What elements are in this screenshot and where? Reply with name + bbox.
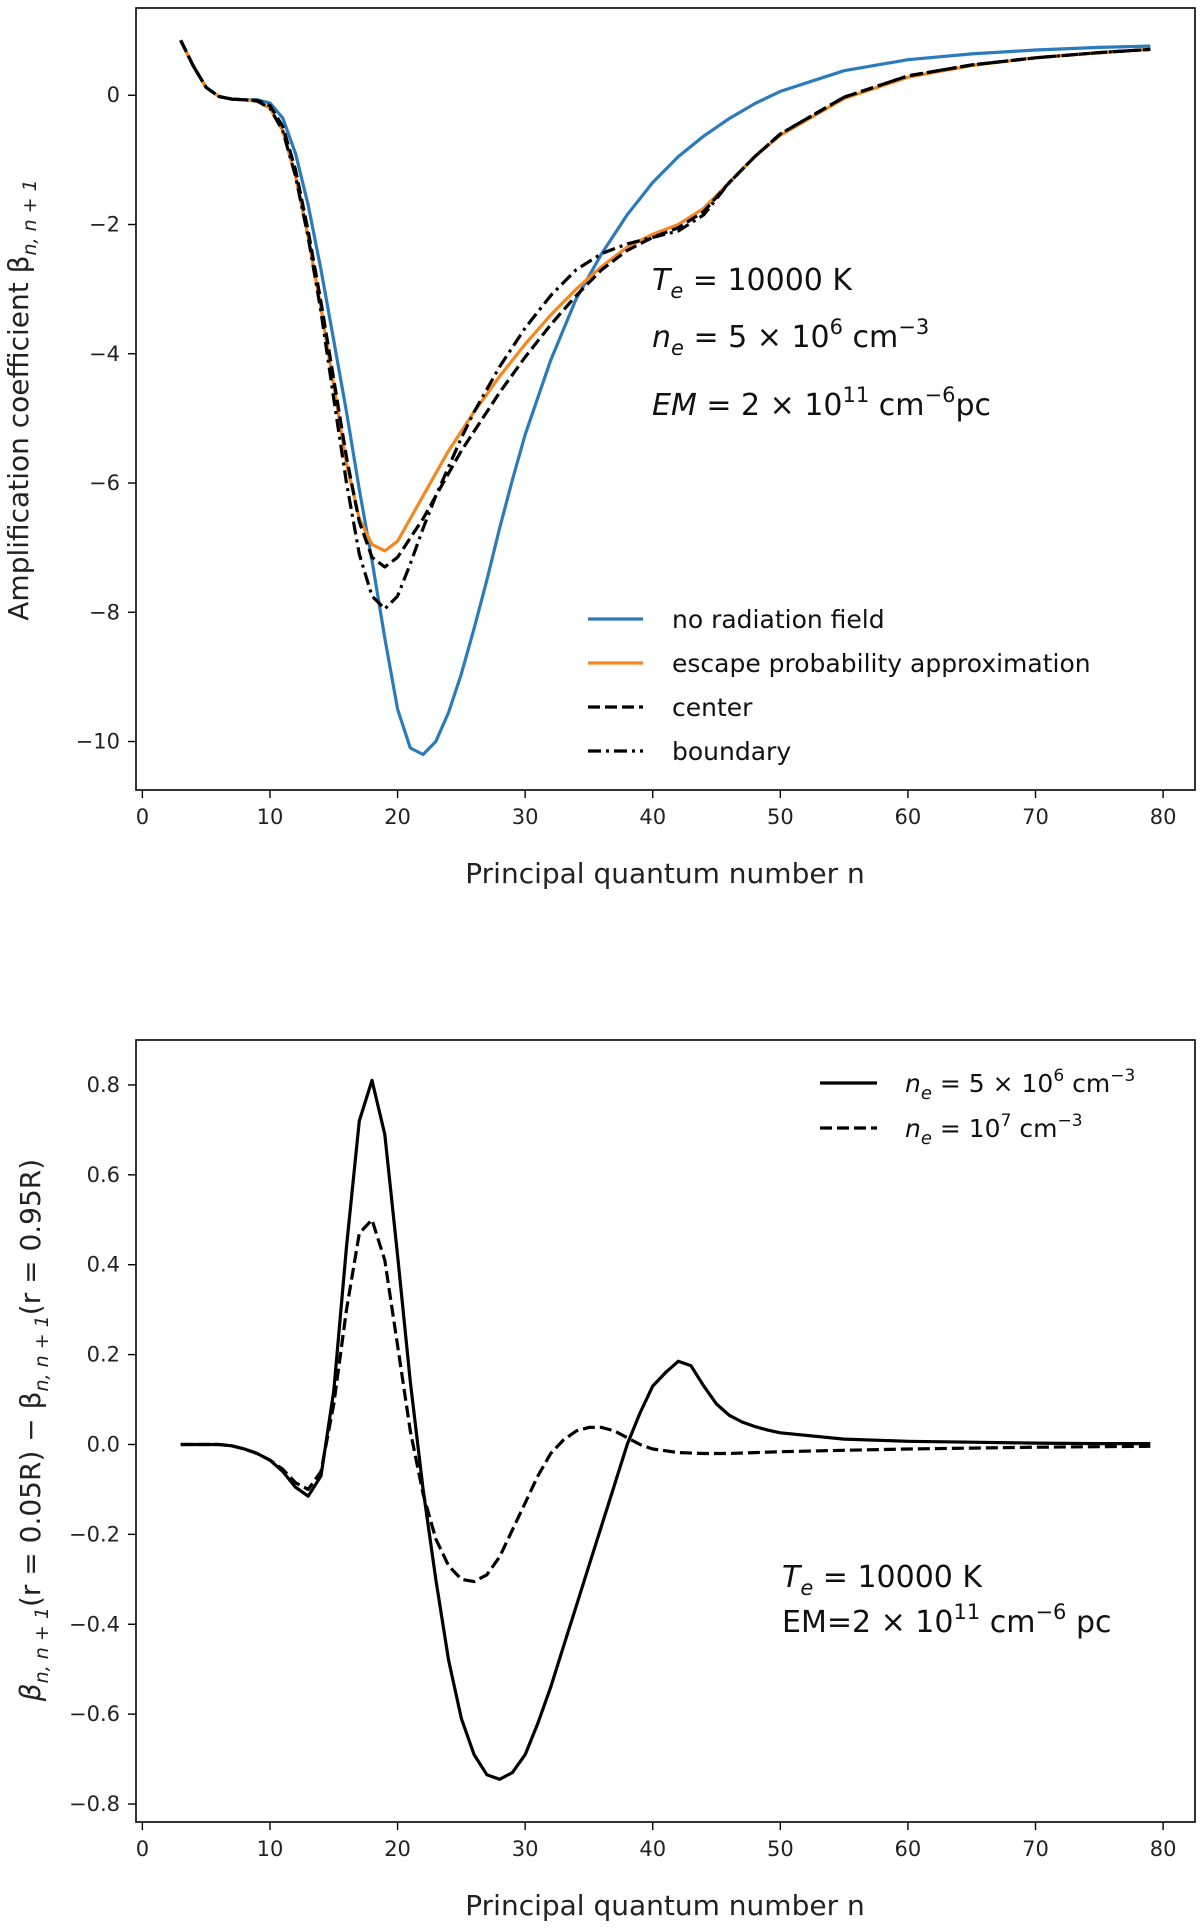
bottom-x-tick-label-20: 20 [384,1837,411,1861]
bottom-series-line-0 [180,1078,1151,1781]
legend-label-ne-5e6: ne = 5 × 106 cm−3 [905,1066,1135,1104]
top-y-tick-label-2: −4 [89,342,120,366]
top-x-tick-label-0: 0 [136,805,149,829]
top-x-tick-label-50: 50 [767,805,794,829]
bottom-y-tick-label-2: 0.4 [87,1253,120,1277]
top-series-line-2 [179,39,1151,569]
bottom-y-tick-label-4: 0.0 [87,1432,120,1456]
top-x-tick-label-80: 80 [1150,805,1177,829]
legend-label-ne-1e7: ne = 107 cm−3 [905,1111,1083,1149]
legend-label-center: center [672,693,753,722]
bottom-x-tick-label-80: 80 [1150,1837,1177,1861]
bottom-series [180,1078,1151,1781]
bottom-x-axis-label: Principal quantum number n [465,1889,864,1922]
top-y-tick-label-5: −10 [76,730,120,754]
top-x-tick-label-20: 20 [384,805,411,829]
top-panel: 0 10 20 30 40 50 60 70 80 0 −2 −4 −6 −8 −10 Te = 10000… [2,7,1196,890]
top-x-tick-label-30: 30 [512,805,539,829]
top-y-tick-label-3: −6 [89,471,120,495]
bottom-plot-frame [135,1039,1196,1823]
bottom-y-tick-label-3: 0.2 [87,1343,120,1367]
bottom-x-tick-label-50: 50 [767,1837,794,1861]
annotation-em-bottom: EM=2 × 1011 cm−6 pc [782,1600,1112,1640]
bottom-panel: 0 10 20 30 40 50 60 70 80 0.8 0.6 0.4 0.2 0.0 −0.2 −0.4… [14,1039,1196,1922]
bottom-x-tick-label-40: 40 [639,1837,666,1861]
bottom-ticks: 0 10 20 30 40 50 60 70 80 0.8 0.6 0.4 0.2 0.0 −0.2 −0.4… [69,1073,1176,1861]
top-series [179,39,1151,757]
top-y-tick-label-4: −8 [89,600,120,624]
top-x-axis-label: Principal quantum number n [465,857,864,890]
legend-label-boundary: boundary [672,737,791,766]
top-y-tick-label-0: 0 [107,83,120,107]
top-series-line-0 [179,39,1151,757]
bottom-legend: ne = 5 × 106 cm−3 ne = 107 cm−3 [820,1066,1135,1149]
top-annotations: Te = 10000 K ne = 5 × 106 cm−3 EM = 2 × … [652,263,991,423]
bottom-y-tick-label-8: −0.8 [69,1792,120,1816]
top-y-tick-label-1: −2 [89,213,120,237]
top-x-tick-label-40: 40 [639,805,666,829]
bottom-x-tick-label-10: 10 [257,1837,284,1861]
bottom-annotations: Te = 10000 K EM=2 × 1011 cm−6 pc [782,1560,1112,1640]
top-legend: no radiation field escape probability ap… [588,605,1091,766]
legend-label-escape: escape probability approximation [672,649,1091,678]
bottom-x-tick-label-30: 30 [512,1837,539,1861]
annotation-em: EM = 2 × 1011 cm−6pc [652,383,991,423]
bottom-x-tick-label-60: 60 [895,1837,922,1861]
top-x-tick-label-70: 70 [1022,805,1049,829]
top-ticks: 0 10 20 30 40 50 60 70 80 0 −2 −4 −6 −8 −10 [76,83,1177,829]
top-series-line-3 [179,39,1151,611]
top-x-tick-label-10: 10 [257,805,284,829]
bottom-y-tick-label-6: −0.4 [69,1612,120,1636]
top-y-axis-label: Amplification coefficient βn, n + 1 [2,179,41,620]
annotation-te: Te = 10000 K [652,263,853,303]
bottom-x-tick-label-70: 70 [1022,1837,1049,1861]
bottom-y-tick-label-5: −0.2 [69,1522,120,1546]
top-plot-frame [135,7,1196,791]
bottom-y-tick-label-1: 0.6 [87,1163,120,1187]
bottom-x-tick-label-0: 0 [136,1837,149,1861]
top-x-tick-label-60: 60 [895,805,922,829]
bottom-y-axis-label: βn, n + 1(r = 0.05R) − βn, n + 1(r = 0.9… [14,1159,53,1702]
legend-label-no-radiation: no radiation field [672,605,885,634]
bottom-y-tick-label-0: 0.8 [87,1073,120,1097]
annotation-ne: ne = 5 × 106 cm−3 [652,315,929,360]
bottom-y-tick-label-7: −0.6 [69,1702,120,1726]
bottom-series-line-1 [180,1218,1151,1584]
annotation-te-bottom: Te = 10000 K [782,1560,983,1600]
